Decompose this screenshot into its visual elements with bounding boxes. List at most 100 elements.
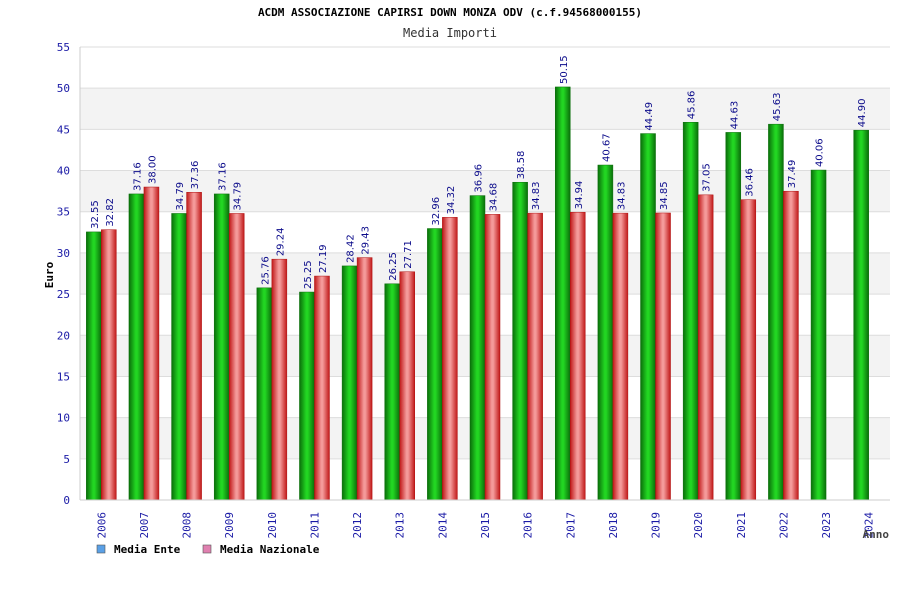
bar-media-ente (427, 228, 443, 501)
data-label-media-nazionale: 34.79 (233, 182, 244, 211)
bar-media-nazionale (356, 257, 373, 501)
y-tick-label: 0 (63, 494, 70, 507)
data-label-media-ente: 50.15 (559, 55, 570, 84)
bar-media-nazionale (271, 258, 288, 501)
x-tick-label: 2007 (138, 512, 151, 539)
plot-band (80, 129, 890, 171)
bar-media-nazionale (314, 275, 330, 501)
legend-swatch-media-ente (96, 544, 106, 554)
data-label-media-nazionale: 37.05 (702, 163, 713, 192)
data-label-media-nazionale: 27.19 (318, 244, 329, 273)
bar-media-ente (384, 283, 400, 501)
data-label-media-ente: 34.79 (175, 182, 186, 211)
bar-media-nazionale (612, 212, 629, 501)
legend: Media Ente Media Nazionale (96, 543, 320, 556)
bar-media-nazionale (143, 186, 160, 501)
data-label-media-ente: 37.16 (218, 162, 229, 191)
y-tick-label: 50 (57, 82, 70, 95)
x-tick-label: 2024 (863, 512, 876, 539)
data-label-media-ente: 26.25 (388, 252, 399, 281)
data-label-media-ente: 36.96 (474, 164, 485, 193)
bar-media-nazionale (570, 211, 586, 501)
y-tick-label: 55 (57, 41, 70, 54)
data-label-media-nazionale: 37.49 (787, 160, 798, 189)
bar-media-nazionale (399, 271, 415, 501)
bar-media-nazionale (228, 213, 245, 501)
bar-media-nazionale (527, 212, 543, 501)
x-tick-label: 2006 (95, 512, 108, 539)
bar-media-ente (213, 193, 230, 501)
data-label-media-ente: 44.90 (857, 99, 868, 128)
data-label-media-ente: 37.16 (132, 162, 143, 191)
data-label-media-ente: 25.25 (303, 260, 314, 289)
data-label-media-nazionale: 37.36 (190, 161, 201, 190)
y-tick-label: 15 (57, 370, 70, 383)
x-tick-label: 2011 (308, 512, 321, 539)
legend-label-media-ente: Media Ente (114, 543, 181, 556)
bar-media-ente (853, 129, 869, 501)
plot-band (80, 47, 890, 89)
y-tick-label: 45 (57, 123, 70, 136)
chart-subtitle: Media Importi (403, 26, 497, 40)
chart-title: ACDM ASSOCIAZIONE CAPIRSI DOWN MONZA ODV… (258, 6, 642, 19)
bar-media-nazionale (442, 217, 458, 501)
bar-media-nazionale (186, 192, 202, 501)
data-label-media-nazionale: 34.85 (659, 181, 670, 210)
legend-label-media-nazionale: Media Nazionale (220, 543, 320, 556)
bar-media-ente (469, 195, 486, 501)
data-label-media-ente: 38.58 (516, 151, 527, 180)
bar-media-ente (341, 265, 358, 501)
data-label-media-ente: 44.49 (644, 102, 655, 131)
x-axis-label: Anno (863, 528, 890, 541)
bar-media-nazionale (740, 199, 757, 501)
data-label-media-ente: 40.06 (815, 138, 826, 167)
x-axis-ticks: 2006 2007 2008 2009 2010 2011 2012 2013 2014 2015… (95, 512, 875, 539)
data-label-media-nazionale: 29.24 (275, 228, 286, 257)
data-label-media-nazionale: 38.00 (147, 155, 158, 184)
y-tick-label: 25 (57, 288, 70, 301)
x-tick-label: 2009 (223, 512, 236, 539)
y-tick-label: 5 (63, 453, 70, 466)
y-tick-label: 10 (57, 412, 70, 425)
data-label-media-nazionale: 34.32 (446, 186, 457, 215)
data-label-media-nazionale: 27.71 (403, 240, 414, 269)
data-label-media-ente: 45.86 (687, 91, 698, 120)
data-label-media-nazionale: 34.83 (531, 181, 542, 210)
bar-media-nazionale (655, 212, 671, 501)
y-tick-label: 20 (57, 329, 70, 342)
x-tick-label: 2020 (692, 512, 705, 539)
x-tick-label: 2012 (351, 512, 364, 539)
y-tick-label: 30 (57, 247, 70, 260)
data-label-media-ente: 25.76 (260, 256, 271, 285)
data-label-media-ente: 44.63 (729, 101, 740, 130)
data-label-media-ente: 32.55 (90, 200, 101, 229)
legend-swatch-media-nazionale (202, 544, 212, 554)
y-tick-label: 35 (57, 206, 70, 219)
bar-media-ente (682, 122, 699, 501)
y-tick-label: 40 (57, 165, 70, 178)
x-tick-label: 2022 (777, 512, 790, 539)
bar-media-ente (640, 133, 656, 501)
x-tick-label: 2023 (820, 512, 833, 539)
bar-media-ente (810, 169, 827, 501)
x-tick-label: 2018 (607, 512, 620, 539)
data-labels: 32.55 32.82 37.16 38.00 34.79 37.36 37.16 34.79… (90, 55, 868, 289)
bar-media-ente (256, 287, 273, 501)
data-label-media-nazionale: 29.43 (361, 226, 372, 255)
data-label-media-ente: 32.96 (431, 197, 442, 226)
bar-media-ente (725, 132, 742, 501)
bar-media-ente (768, 123, 784, 501)
data-label-media-nazionale: 34.68 (489, 183, 500, 212)
bar-media-ente (128, 193, 145, 501)
bar-media-ente (597, 164, 614, 501)
x-tick-label: 2017 (564, 512, 577, 539)
x-tick-label: 2013 (394, 512, 407, 539)
data-label-media-nazionale: 34.83 (616, 181, 627, 210)
x-tick-label: 2019 (650, 512, 663, 539)
x-tick-label: 2015 (479, 512, 492, 539)
x-tick-label: 2021 (735, 512, 748, 539)
x-tick-label: 2008 (181, 512, 194, 539)
x-tick-label: 2016 (522, 512, 535, 539)
y-axis-label: Euro (43, 261, 56, 288)
